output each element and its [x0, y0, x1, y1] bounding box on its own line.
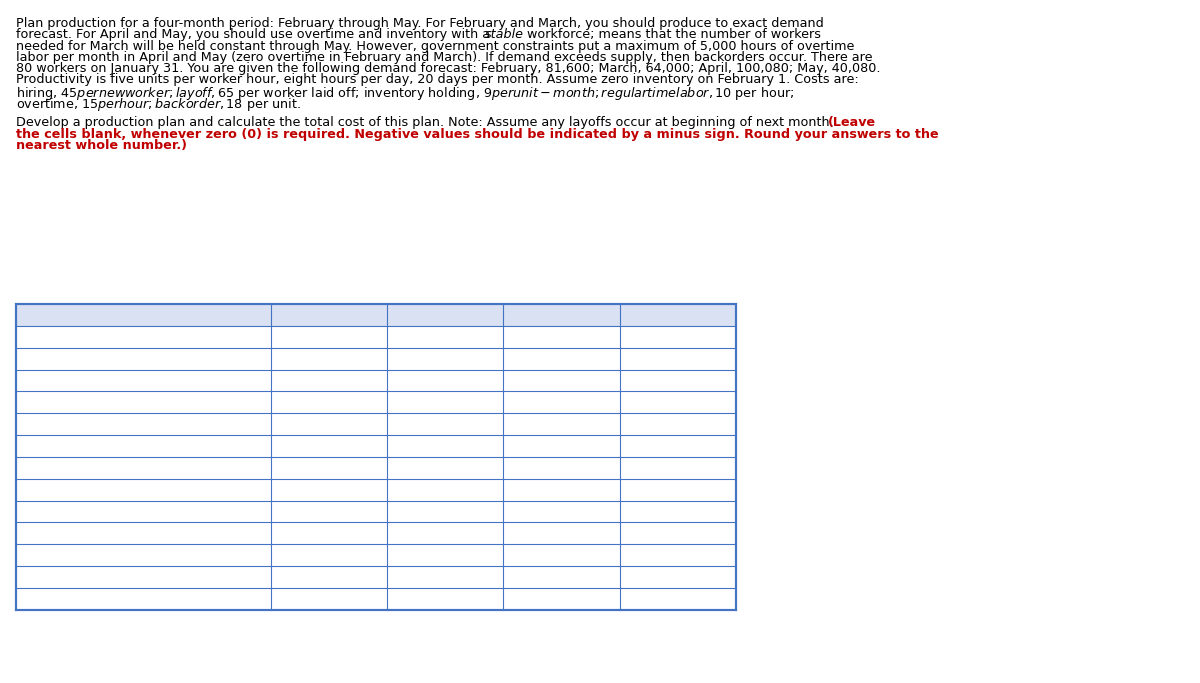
Text: 40,080: 40,080 [686, 330, 730, 344]
Text: Productivity is five units per worker hour, eight hours per day, 20 days per mon: Productivity is five units per worker ho… [16, 74, 858, 87]
Text: Forecast: Forecast [23, 330, 74, 344]
Text: Ending backorders: Ending backorders [23, 548, 137, 562]
Text: labor per month in April and May (zero overtime in February and March). If deman: labor per month in April and May (zero o… [16, 51, 872, 64]
Text: 80 workers on January 31. You are given the following demand forecast: February,: 80 workers on January 31. You are given … [16, 62, 880, 75]
Text: March: March [424, 308, 467, 322]
Text: 64,000: 64,000 [455, 330, 498, 344]
Text: Production required: Production required [23, 374, 143, 387]
Text: nearest whole number.): nearest whole number.) [16, 139, 187, 152]
Text: Ending inventory: Ending inventory [23, 527, 127, 540]
Text: 81,600: 81,600 [338, 330, 382, 344]
Text: 100,080: 100,080 [563, 330, 613, 344]
Text: Regular workforce: Regular workforce [23, 417, 134, 431]
Text: Production hours required: Production hours required [23, 395, 182, 409]
Text: needed for March will be held constant through May. However, government constrai: needed for March will be held constant t… [16, 40, 854, 53]
Text: the cells blank, whenever zero (0) is required. Negative values should be indica: the cells blank, whenever zero (0) is re… [16, 128, 938, 141]
Text: workforce; means that the number of workers: workforce; means that the number of work… [523, 28, 822, 42]
Text: Overtime production: Overtime production [23, 483, 150, 497]
Text: (Leave: (Leave [828, 116, 876, 129]
Text: overtime, $15 per hour; backorder, $18 per unit.: overtime, $15 per hour; backorder, $18 p… [16, 96, 300, 113]
Text: stable: stable [485, 28, 524, 42]
Text: hiring, $45 per new worker; layoff, $65 per worker laid off; inventory holding, : hiring, $45 per new worker; layoff, $65 … [16, 85, 794, 102]
Text: Beginning inventory: Beginning inventory [23, 352, 146, 365]
Text: Total production: Total production [23, 505, 121, 518]
Text: Develop a production plan and calculate the total cost of this plan. Note: Assum: Develop a production plan and calculate … [16, 116, 838, 129]
Text: Overtime hours: Overtime hours [23, 461, 119, 475]
Text: forecast. For April and May, you should use overtime and inventory with a: forecast. For April and May, you should … [16, 28, 493, 42]
Text: February: February [298, 308, 361, 322]
Text: April: April [545, 308, 578, 322]
Text: Plan production for a four-month period: February through May. For February and : Plan production for a four-month period:… [16, 17, 823, 30]
Text: Regular production: Regular production [23, 439, 139, 453]
Text: Workers hired: Workers hired [23, 570, 108, 584]
Text: May: May [664, 308, 692, 322]
Text: Workers laid off: Workers laid off [23, 592, 119, 606]
